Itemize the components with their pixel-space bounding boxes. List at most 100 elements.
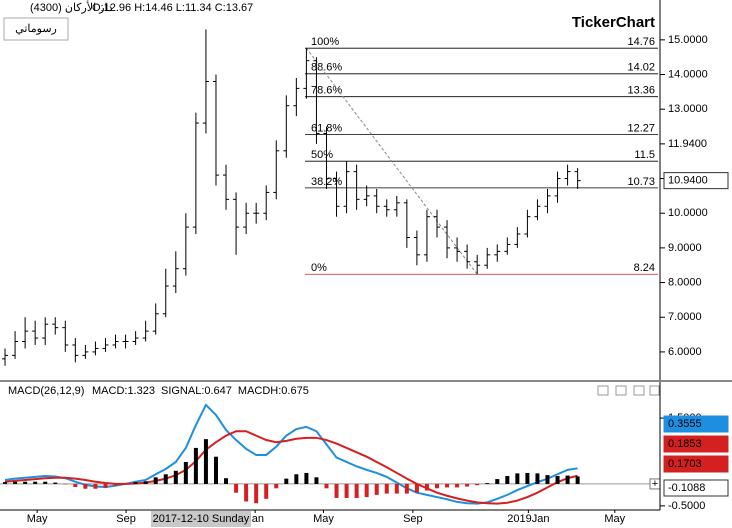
histogram-bar <box>284 478 289 484</box>
histogram-bar <box>394 483 399 494</box>
fib-value: 14.02 <box>627 62 655 74</box>
histogram-bar <box>294 474 299 484</box>
fib-value: 11.5 <box>634 149 655 161</box>
fib-label: 78.6% <box>311 85 342 97</box>
y-tick-label: 15.0000 <box>668 34 708 46</box>
histogram-bar <box>535 473 540 484</box>
histogram-bar <box>244 483 249 502</box>
histogram-bar <box>384 483 389 494</box>
x-tick-label: Sep <box>116 513 136 525</box>
histogram-bar <box>113 483 118 486</box>
y-tick-label: 9.0000 <box>668 242 702 254</box>
histogram-bar <box>465 483 470 487</box>
histogram-bar <box>445 483 450 488</box>
histogram-bar <box>455 483 460 488</box>
drawings-button[interactable] <box>3 17 69 41</box>
histogram-bar <box>485 483 490 484</box>
histogram-bar <box>274 483 279 489</box>
y-tick-label: 14.0000 <box>668 68 708 80</box>
histogram-bar <box>234 483 239 493</box>
histogram-bar <box>83 483 88 489</box>
histogram-bar <box>314 477 319 484</box>
y-tick-label: -0.5000 <box>668 500 705 512</box>
histogram-bar <box>3 482 8 484</box>
histogram-bar <box>163 474 168 484</box>
window-button[interactable] <box>633 385 645 396</box>
macd-line <box>4 430 578 505</box>
ohlc-readout: O:12.96 H:14.46 L:11.34 C:13.67 <box>92 2 253 14</box>
x-tick-label: 2019Jan <box>507 513 549 525</box>
macd-title: MACD(26,12,9) <box>8 385 84 397</box>
histogram-bar <box>334 483 339 498</box>
histogram-bar <box>53 482 58 484</box>
histogram-bar <box>133 482 138 484</box>
histogram-bar <box>93 483 98 489</box>
histogram-bar <box>434 483 439 489</box>
last-value-label: 0.1853 <box>668 438 702 450</box>
x-tick-label: May <box>604 513 625 525</box>
crosshair-box <box>150 511 251 527</box>
y-tick-label: 8.0000 <box>668 276 702 288</box>
histogram-bar <box>374 483 379 495</box>
window-buttons <box>597 385 660 396</box>
trend-line <box>305 47 478 275</box>
y-tick-label: 13.0000 <box>668 103 708 115</box>
histogram-bar <box>525 472 530 484</box>
window-button[interactable] <box>597 385 609 396</box>
histogram-bar <box>324 483 329 489</box>
legend-entry: SIGNAL:0.647 <box>161 385 232 397</box>
x-tick-label: Sep <box>403 513 423 525</box>
histogram-bar <box>224 478 229 484</box>
fib-label: 0% <box>311 262 327 274</box>
histogram-bar <box>505 476 510 484</box>
last-value-box <box>663 455 729 473</box>
drawings-button-label[interactable]: رسوماتي <box>15 23 57 35</box>
x-tick-label: May <box>313 513 334 525</box>
histogram-bar <box>354 483 359 498</box>
histogram-bar <box>495 479 500 484</box>
fib-label: 88.6% <box>311 62 342 74</box>
y-tick-label: 7.0000 <box>668 311 702 323</box>
last-value-label: 0.3555 <box>668 418 702 430</box>
histogram-bar <box>203 439 208 484</box>
y-tick-label: 11.9400 <box>668 138 707 150</box>
histogram-bar <box>414 483 419 493</box>
histogram-bar <box>183 461 188 484</box>
fib-value: 8.24 <box>634 262 655 274</box>
histogram-bar <box>475 483 480 486</box>
window-button[interactable] <box>649 385 660 396</box>
fib-value: 14.76 <box>627 36 655 48</box>
fib-label: 100% <box>311 36 339 48</box>
histogram-bar <box>555 476 560 484</box>
histogram-bar <box>23 481 28 484</box>
histogram-bar <box>364 483 369 498</box>
legend-entry: MACD:1.323 <box>92 385 155 397</box>
fib-value: 12.27 <box>627 122 655 134</box>
last-price-box <box>663 172 729 190</box>
fib-value: 13.36 <box>627 85 655 97</box>
histogram-bar <box>213 456 218 484</box>
fib-value: 10.73 <box>627 176 655 188</box>
y-tick-label: 10.0000 <box>668 207 708 219</box>
histogram-bar <box>73 483 78 487</box>
histogram-bar <box>264 483 269 499</box>
histogram-bar <box>13 481 18 484</box>
legend-entry: MACDH:0.675 <box>238 385 309 397</box>
histogram-bar <box>193 447 198 484</box>
histogram-bar <box>565 475 570 484</box>
last-value-box <box>663 479 729 497</box>
zoom-button-label: + <box>652 478 658 490</box>
layer: 6.0000 7.0000 8.0000 9.0000 10.0000 10.9400 11… <box>0 29 729 527</box>
last-value-label: -0.1088 <box>668 482 705 494</box>
histogram-bar <box>515 473 520 484</box>
histogram-bar <box>575 476 580 484</box>
histogram-bar <box>173 470 178 484</box>
histogram-bar <box>254 483 259 504</box>
crosshair-label: 2017-12-10 Sunday <box>153 513 250 525</box>
last-price-label: 10.9400 <box>668 175 708 187</box>
last-value-box <box>663 435 729 453</box>
symbol: دار الأركان (4300) <box>30 0 113 14</box>
window-button[interactable] <box>615 385 627 396</box>
